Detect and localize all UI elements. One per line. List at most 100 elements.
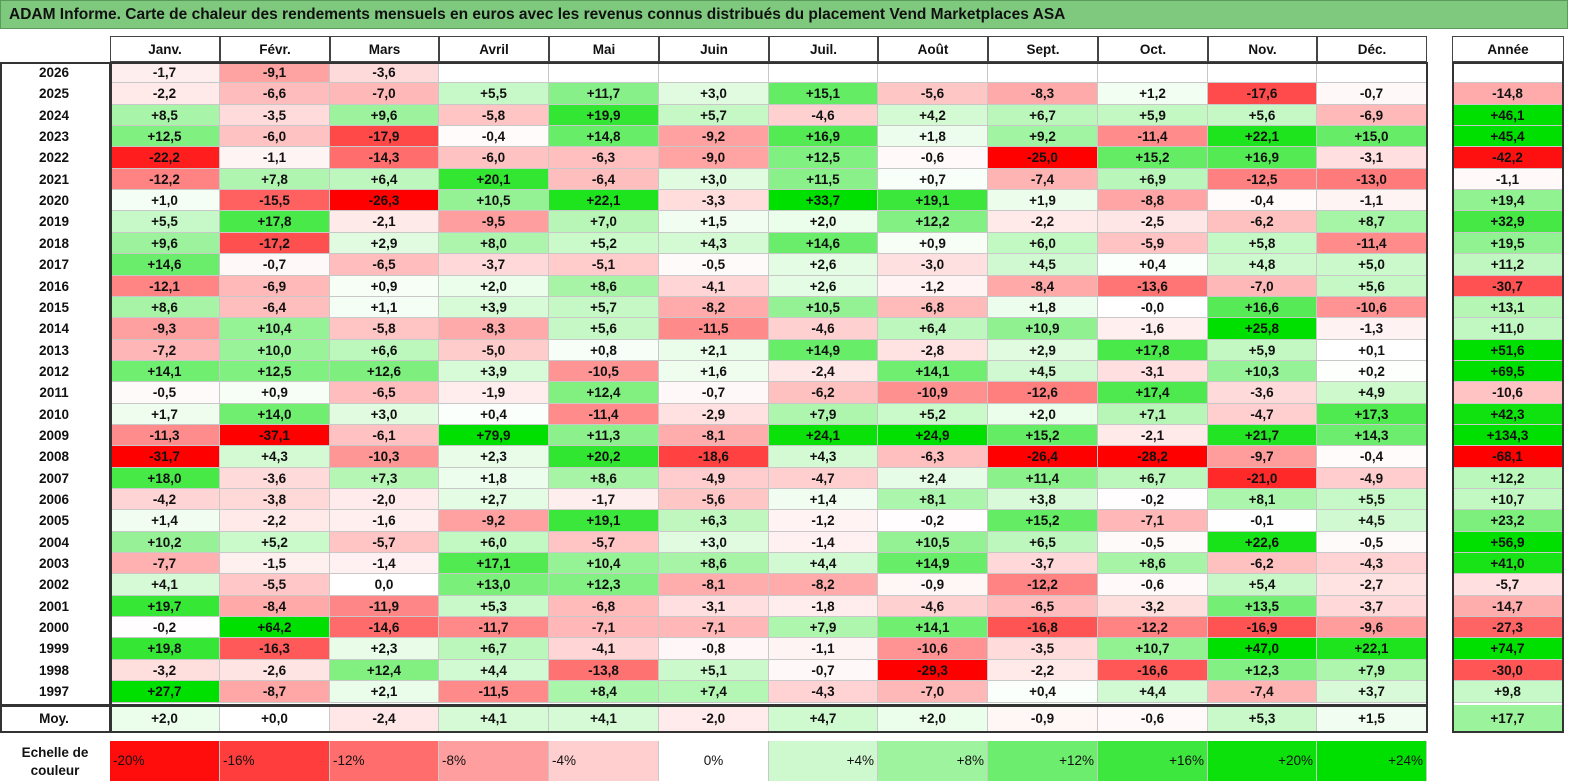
- average-cell: +2,0: [110, 705, 220, 732]
- year-total-cell: +46,1: [1452, 105, 1564, 126]
- heatmap-cell: -5,6: [659, 489, 769, 510]
- average-cell: -0,6: [1098, 705, 1208, 732]
- heatmap-cell: -22,2: [110, 147, 220, 169]
- heatmap-cell: +6,7: [988, 105, 1098, 126]
- heatmap-cell: +33,7: [769, 190, 878, 211]
- heatmap-cell: +15,1: [769, 83, 878, 105]
- year-label: 2020: [38, 193, 70, 208]
- year-label: 2007: [38, 471, 70, 486]
- heatmap-cell: -4,6: [769, 318, 878, 340]
- heatmap-cell: [549, 62, 659, 83]
- heatmap-cell: -11,9: [330, 596, 439, 617]
- heatmap-cell: +6,9: [1098, 169, 1208, 190]
- heatmap-cell: +7,1: [1098, 404, 1208, 425]
- heatmap-cell: +16,9: [1208, 147, 1317, 169]
- heatmap-cell: +12,4: [549, 382, 659, 404]
- heatmap-cell: -5,0: [439, 340, 549, 361]
- heatmap-cell: -5,9: [1098, 233, 1208, 254]
- year-label: 2010: [38, 407, 70, 422]
- month-header: Août: [878, 36, 988, 62]
- year-total-cell: -30,0: [1452, 660, 1564, 681]
- heatmap-cell: -11,3: [110, 425, 220, 446]
- heatmap-cell: -13,6: [1098, 276, 1208, 297]
- heatmap-cell: +4,8: [1208, 254, 1317, 276]
- heatmap-cell: +1,8: [439, 468, 549, 489]
- heatmap-cell: -6,5: [330, 254, 439, 276]
- heatmap-cell: +4,9: [1317, 382, 1427, 404]
- heatmap-cell: +12,5: [769, 147, 878, 169]
- heatmap-cell: +11,4: [988, 468, 1098, 489]
- heatmap-cell: +14,1: [110, 361, 220, 382]
- heatmap-cell: -4,9: [1317, 468, 1427, 489]
- heatmap-cell: -7,4: [1208, 681, 1317, 703]
- heatmap-cell: -2,9: [659, 404, 769, 425]
- heatmap-cell: -10,5: [549, 361, 659, 382]
- heatmap-cell: -0,4: [439, 126, 549, 147]
- heatmap-cell: +17,1: [439, 553, 549, 574]
- legend-swatch: +8%: [878, 741, 988, 781]
- heatmap-cell: +5,6: [1317, 276, 1427, 297]
- heatmap-cell: +3,8: [988, 489, 1098, 510]
- heatmap-cell: +2,9: [988, 340, 1098, 361]
- average-cell: -2,4: [330, 705, 439, 732]
- year-label: 2011: [39, 385, 69, 400]
- heatmap-cell: -8,4: [220, 596, 330, 617]
- heatmap-cell: -6,4: [549, 169, 659, 190]
- heatmap-cell: +12,4: [330, 660, 439, 681]
- month-header: Déc.: [1317, 36, 1427, 62]
- heatmap-cell: -8,1: [659, 425, 769, 446]
- heatmap-cell: +22,1: [1317, 638, 1427, 660]
- heatmap-cell: +5,7: [549, 297, 659, 318]
- legend-swatch: -20%: [110, 741, 220, 781]
- heatmap-cell: +5,2: [220, 532, 330, 553]
- heatmap-cell: -6,9: [1317, 105, 1427, 126]
- heatmap-cell: +24,1: [769, 425, 878, 446]
- heatmap-cell: +12,5: [220, 361, 330, 382]
- heatmap-cell: +22,1: [549, 190, 659, 211]
- heatmap-cell: -8,8: [1098, 190, 1208, 211]
- heatmap-cell: +14,0: [220, 404, 330, 425]
- heatmap-cell: +15,0: [1317, 126, 1427, 147]
- heatmap-cell: -7,1: [549, 617, 659, 638]
- heatmap-cell: +8,1: [878, 489, 988, 510]
- heatmap-cell: -11,4: [1317, 233, 1427, 254]
- heatmap-cell: +5,6: [549, 318, 659, 340]
- heatmap-cell: +6,7: [439, 638, 549, 660]
- heatmap-cell: -10,3: [330, 446, 439, 468]
- heatmap-cell: -11,4: [1098, 126, 1208, 147]
- heatmap-cell: -4,9: [659, 468, 769, 489]
- heatmap-cell: -29,3: [878, 660, 988, 681]
- year-label: 2005: [38, 513, 70, 528]
- heatmap-cell: -0,5: [1317, 532, 1427, 553]
- heatmap-cell: -28,2: [1098, 446, 1208, 468]
- year-label: 2009: [38, 428, 70, 443]
- heatmap-cell: +2,1: [330, 681, 439, 703]
- heatmap-cell: -9,2: [439, 510, 549, 532]
- heatmap-cell: -9,0: [659, 147, 769, 169]
- heatmap-cell: -11,5: [659, 318, 769, 340]
- heatmap-cell: +14,3: [1317, 425, 1427, 446]
- heatmap-cell: +12,6: [330, 361, 439, 382]
- heatmap-cell: -0,5: [110, 382, 220, 404]
- heatmap-cell: -0,5: [659, 254, 769, 276]
- year-total-cell: -5,7: [1452, 574, 1564, 596]
- heatmap-cell: -3,6: [220, 468, 330, 489]
- year-label: 2002: [38, 577, 70, 592]
- year-label: 2004: [38, 535, 70, 550]
- year-total-cell: +13,1: [1452, 297, 1564, 318]
- heatmap-cell: +1,9: [988, 190, 1098, 211]
- heatmap-cell: -6,2: [1208, 211, 1317, 233]
- heatmap-cell: -6,5: [988, 596, 1098, 617]
- heatmap-cell: -2,1: [330, 211, 439, 233]
- heatmap-cell: -2,2: [110, 83, 220, 105]
- year-total-cell: +51,6: [1452, 340, 1564, 361]
- heatmap-cell: +8,1: [1208, 489, 1317, 510]
- heatmap-cell: +0,7: [878, 169, 988, 190]
- heatmap-cell: +11,7: [549, 83, 659, 105]
- heatmap-cell: +14,1: [878, 617, 988, 638]
- legend-swatch: +24%: [1317, 741, 1427, 781]
- heatmap-cell: -13,0: [1317, 169, 1427, 190]
- heatmap-cell: -11,4: [549, 404, 659, 425]
- heatmap-cell: +0,4: [1098, 254, 1208, 276]
- heatmap-cell: -5,6: [878, 83, 988, 105]
